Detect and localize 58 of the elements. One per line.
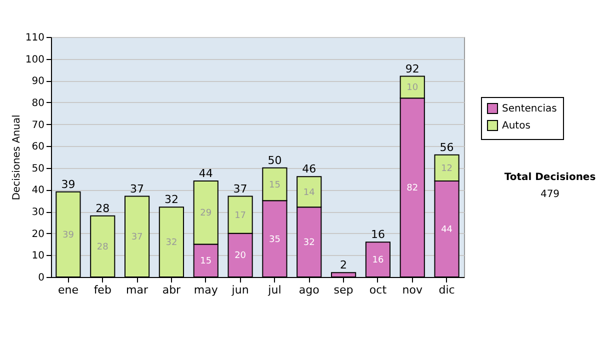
- total-label: 50: [268, 154, 282, 167]
- data-label: 15: [200, 256, 212, 267]
- data-label: 29: [200, 208, 212, 219]
- total-label: 46: [302, 162, 316, 176]
- y-tick-label: 40: [32, 185, 44, 196]
- x-tick-label: may: [194, 284, 218, 296]
- data-label: 32: [303, 238, 315, 248]
- data-label: 44: [441, 225, 453, 235]
- y-tick-label: 80: [32, 98, 44, 109]
- x-tick-label: sep: [334, 284, 354, 296]
- data-label: 14: [303, 188, 316, 198]
- x-tick-label: dic: [438, 284, 455, 296]
- x-tick-label: jul: [267, 284, 282, 296]
- data-label: 82: [406, 184, 418, 194]
- text: 479: [539, 189, 561, 200]
- y-tick-label: 90: [32, 76, 44, 88]
- y-tick-label: 10: [32, 250, 44, 262]
- total-label: 37: [233, 182, 248, 196]
- total-label: 44: [198, 167, 213, 180]
- text: Total Decisiones: [503, 172, 597, 183]
- x-tick-label: abr: [162, 284, 182, 296]
- x-tick-label: nov: [402, 284, 423, 296]
- y-tick-label: 60: [32, 142, 44, 153]
- data-label: 15: [268, 180, 280, 190]
- data-label: 10: [406, 83, 418, 94]
- y-tick-label: 50: [32, 163, 44, 174]
- total-label: 92: [405, 62, 420, 76]
- x-tick-label: oct: [369, 284, 388, 296]
- y-tick-label: 70: [32, 120, 44, 131]
- total-label: 2: [340, 258, 348, 272]
- data-label: 39: [62, 230, 74, 240]
- x-tick-label: jun: [230, 284, 249, 296]
- data-label: 32: [166, 238, 178, 248]
- data-label: 20: [234, 251, 246, 262]
- y-tick-label: 100: [25, 54, 44, 66]
- x-tick-label: ago: [298, 284, 320, 296]
- data-label: 37: [131, 232, 143, 243]
- y-axis-title: Decisiones Anual: [11, 114, 22, 200]
- y-tick-label: 110: [25, 32, 44, 44]
- data-label: 12: [441, 164, 453, 174]
- total-label: 56: [440, 140, 454, 154]
- y-tick-label: 20: [32, 228, 44, 240]
- legend-label: Sentencias: [502, 104, 557, 114]
- x-tick-label: ene: [58, 284, 79, 296]
- total-label: 39: [61, 178, 76, 191]
- data-label: 17: [234, 210, 246, 221]
- y-tick-label: 0: [38, 272, 44, 284]
- legend-label: Autos: [502, 120, 530, 132]
- x-tick-label: feb: [94, 284, 112, 296]
- data-label: 28: [96, 242, 109, 252]
- data-label: 16: [372, 256, 384, 266]
- x-tick-label: mar: [126, 284, 149, 296]
- data-label: 35: [268, 234, 280, 245]
- y-tick-label: 30: [32, 207, 44, 218]
- total-label: 16: [370, 228, 385, 242]
- total-label: 37: [130, 182, 144, 196]
- total-label: 32: [164, 193, 178, 206]
- total-label: 28: [96, 202, 110, 215]
